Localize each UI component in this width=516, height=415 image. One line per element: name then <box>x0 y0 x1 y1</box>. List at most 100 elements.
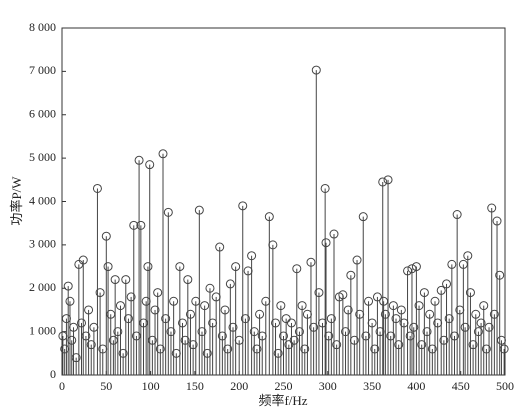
stem-head <box>326 314 336 324</box>
stem-head <box>69 322 79 332</box>
stem-head <box>185 309 195 319</box>
stem-head <box>417 340 427 350</box>
stem-head <box>126 292 136 302</box>
x-tick-label: 450 <box>452 379 470 393</box>
x-tick-label: 100 <box>142 379 160 393</box>
stem-head <box>324 331 334 341</box>
stem-head <box>425 309 435 319</box>
stem-head <box>306 257 316 267</box>
stem-head <box>240 314 250 324</box>
stem-head <box>496 335 506 345</box>
stem-head <box>471 309 481 319</box>
stem-head <box>225 279 235 289</box>
stem-head <box>449 331 459 341</box>
stem-head <box>279 331 288 341</box>
stem-head <box>358 212 368 222</box>
stem-head <box>489 309 499 319</box>
stem-head <box>479 301 489 311</box>
stem-head <box>134 155 144 165</box>
stem-head <box>95 288 105 298</box>
stem-head <box>341 327 351 337</box>
stem-head <box>84 305 94 315</box>
stem-head <box>292 264 302 274</box>
stem-head <box>86 340 96 350</box>
y-tick-label: 5 000 <box>29 150 56 164</box>
stem-head <box>205 283 215 293</box>
stem-head <box>145 160 155 170</box>
stem-head <box>217 331 227 341</box>
stem-head <box>118 348 128 358</box>
stem-head <box>155 344 165 354</box>
stem-head <box>411 262 421 272</box>
x-tick-label: 50 <box>100 379 112 393</box>
stem-head <box>352 255 362 265</box>
stem-head <box>314 288 324 298</box>
x-tick-label: 400 <box>407 379 425 393</box>
stem-head <box>289 335 299 345</box>
stem-head <box>101 231 111 241</box>
stem-head <box>200 301 210 311</box>
stem-head <box>388 301 398 311</box>
stem-head <box>150 305 160 315</box>
stem-head <box>329 229 339 239</box>
stem-head <box>153 288 163 298</box>
stem-head <box>252 344 262 354</box>
stem-head <box>383 175 393 185</box>
stem-head <box>436 285 446 295</box>
stem-head <box>444 314 454 324</box>
y-tick-label: 3 000 <box>29 237 56 251</box>
stem-head <box>481 344 491 354</box>
stem-head <box>188 340 198 350</box>
x-tick-label: 0 <box>59 379 65 393</box>
y-tick-label: 1 000 <box>29 323 56 337</box>
stem-head <box>442 279 452 289</box>
stem-head <box>273 348 283 358</box>
x-tick-label: 300 <box>319 379 337 393</box>
stem-head <box>463 251 473 261</box>
stem-head <box>63 281 73 291</box>
stem-head <box>161 314 171 324</box>
stem-head <box>476 318 486 328</box>
stem-head <box>123 314 133 324</box>
x-axis-label: 频率f/Hz <box>258 393 307 408</box>
stem-head <box>121 275 131 285</box>
stem-head <box>67 335 77 345</box>
stem-head <box>422 327 432 337</box>
stem-head <box>468 340 478 350</box>
stem-head <box>136 220 146 230</box>
stem-head <box>430 296 440 306</box>
stem-head <box>286 318 296 328</box>
stem-head <box>113 327 123 337</box>
stem-head <box>249 327 259 337</box>
stem-head <box>197 327 207 337</box>
stem-head <box>183 275 193 285</box>
stem-head <box>228 322 238 332</box>
stem-head <box>264 212 274 222</box>
stem-head <box>361 331 371 341</box>
stem-head <box>163 207 173 217</box>
y-tick-label: 0 <box>50 367 56 381</box>
stem-head <box>386 331 396 341</box>
y-tick-label: 6 000 <box>29 107 56 121</box>
stem-head <box>78 255 88 265</box>
stem-head <box>370 344 380 354</box>
stem-head <box>276 301 286 311</box>
stem-head <box>332 340 342 350</box>
stem-head <box>447 259 457 269</box>
stem-head <box>255 309 265 319</box>
y-tick-label: 7 000 <box>29 63 56 77</box>
x-tick-label: 500 <box>496 379 514 393</box>
x-tick-label: 150 <box>186 379 204 393</box>
stem-head <box>309 322 319 332</box>
x-tick-label: 250 <box>275 379 293 393</box>
stem-head <box>495 270 505 280</box>
stem-head <box>177 318 187 328</box>
stem-head <box>372 292 382 302</box>
stem-head <box>419 288 429 298</box>
stem-head <box>439 335 449 345</box>
stem-head <box>300 344 310 354</box>
stem-head <box>284 340 294 350</box>
stem-head <box>247 251 257 261</box>
stem-head <box>158 149 168 159</box>
